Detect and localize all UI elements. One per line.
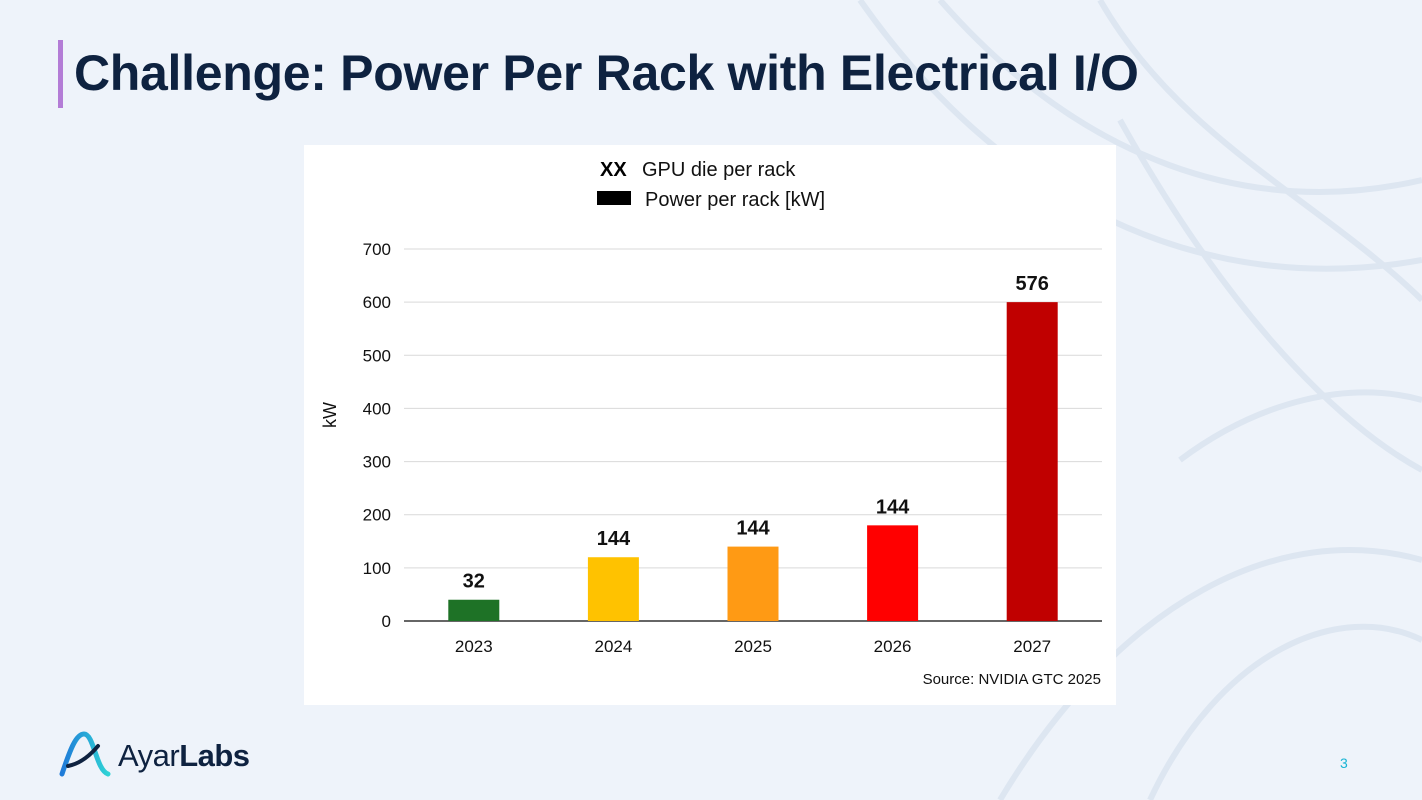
x-tick-label: 2027 (1013, 637, 1051, 656)
bar-value-label: 144 (876, 496, 910, 518)
bar-value-label: 32 (463, 571, 485, 593)
legend-marker-text: XX (600, 159, 627, 181)
ayar-labs-logo: AyarLabs (58, 730, 258, 780)
page-number: 3 (1340, 755, 1348, 771)
chart-source: Source: NVIDIA GTC 2025 (923, 671, 1101, 688)
chart-legend: XX GPU die per rack Power per rack [kW] (597, 159, 825, 211)
title-accent-bar (58, 40, 63, 108)
bar-2026 (867, 525, 919, 621)
y-tick-label: 700 (363, 240, 391, 259)
y-tick-label: 300 (363, 453, 391, 472)
bar-2025 (727, 546, 779, 621)
legend-series-text: Power per rack [kW] (645, 189, 825, 211)
y-tick-label: 200 (363, 506, 391, 525)
y-tick-label: 400 (363, 399, 391, 418)
bar-value-label: 576 (1016, 273, 1049, 295)
logo-text-ayar: Ayar (118, 738, 180, 773)
y-tick-label: 500 (363, 346, 391, 365)
x-tick-label: 2026 (874, 637, 912, 656)
legend-label-text: GPU die per rack (642, 159, 796, 181)
logo-text-labs: Labs (179, 738, 250, 773)
bar-2024 (587, 557, 639, 621)
y-axis-label: kW (320, 402, 340, 428)
bar-2023 (448, 599, 500, 621)
y-tick-label: 100 (363, 559, 391, 578)
y-tick-label: 600 (363, 293, 391, 312)
bar-2027 (1006, 302, 1058, 621)
x-tick-label: 2024 (594, 637, 632, 656)
chart-panel: XX GPU die per rack Power per rack [kW] … (304, 145, 1116, 705)
x-tick-label: 2025 (734, 637, 772, 656)
ayar-labs-mark-icon (59, 731, 111, 777)
bar-value-label: 144 (597, 528, 631, 550)
slide-title: Challenge: Power Per Rack with Electrica… (74, 45, 1139, 101)
y-tick-label: 0 (382, 612, 391, 631)
x-tick-label: 2023 (455, 637, 493, 656)
bar-value-label: 144 (736, 518, 770, 540)
bar-chart: XX GPU die per rack Power per rack [kW] … (320, 159, 1102, 688)
legend-swatch (597, 191, 631, 205)
